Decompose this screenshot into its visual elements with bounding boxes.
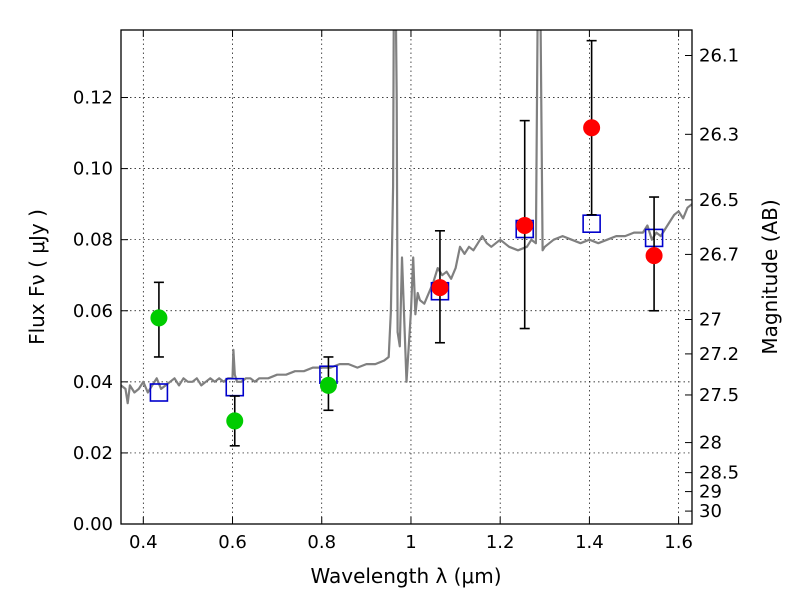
right-tick-label: 28.5 [699, 463, 739, 484]
data-point [645, 196, 663, 312]
data-point [226, 395, 244, 447]
model-square-marker [149, 383, 169, 402]
y-tick-label: 0.02 [73, 443, 113, 464]
grid-lines [121, 30, 692, 525]
y-tick-label: 0.12 [73, 88, 113, 109]
y-tick-label: 0.08 [73, 230, 113, 251]
tick-labels: 0.4 0.6 0.8 1 1.2 1.4 1.6 0.00 0.02 0.04 0.06 0.08 0… [73, 45, 739, 553]
right-tick-label: 30 [699, 501, 722, 522]
plot-frame [120, 29, 693, 525]
observed-point-marker [645, 247, 663, 265]
x-axis-label: Wavelength λ (μm) [310, 564, 501, 588]
data-point [150, 281, 168, 358]
observed-point-marker [319, 376, 337, 394]
right-tick-label: 26.1 [699, 45, 739, 66]
right-tick-label: 26.3 [699, 124, 739, 145]
observed-point-marker [226, 412, 244, 430]
y-tick-label: 0.00 [73, 514, 113, 535]
observed-point-marker [516, 216, 534, 234]
model-square-marker [582, 214, 601, 233]
right-tick-label: 29 [699, 482, 722, 503]
spectrum-line [121, 30, 692, 405]
x-tick-label: 0.8 [307, 532, 336, 553]
observed-point-marker [431, 279, 449, 297]
right-tick-label: 28 [699, 433, 722, 454]
x-tick-label: 0.4 [129, 532, 158, 553]
data-point [319, 356, 337, 412]
right-tick-label: 27.2 [699, 344, 739, 365]
right-tick-label: 27.5 [699, 385, 739, 406]
x-tick-label: 1.2 [486, 532, 515, 553]
y-tick-label: 0.04 [73, 372, 113, 393]
x-tick-label: 1.6 [664, 532, 693, 553]
data-point [431, 229, 449, 344]
data-point [516, 119, 534, 330]
right-tick-label: 26.7 [699, 244, 739, 265]
right-tick-label: 26.5 [699, 190, 739, 211]
y-axis-label: Flux Fν ( μJy ) [25, 209, 49, 345]
observed-point-marker [150, 309, 168, 327]
y-tick-label: 0.06 [73, 301, 113, 322]
y-tick-label: 0.10 [73, 159, 113, 180]
right-axis-label: Magnitude (AB) [758, 199, 782, 354]
observed-point-marker [583, 119, 601, 137]
axis-ticks [121, 30, 692, 525]
x-tick-label: 1 [405, 532, 416, 553]
x-tick-label: 1.4 [575, 532, 604, 553]
data-point [583, 39, 601, 216]
plot-area [121, 30, 692, 447]
right-tick-label: 27 [699, 309, 722, 330]
x-tick-label: 0.6 [218, 532, 247, 553]
